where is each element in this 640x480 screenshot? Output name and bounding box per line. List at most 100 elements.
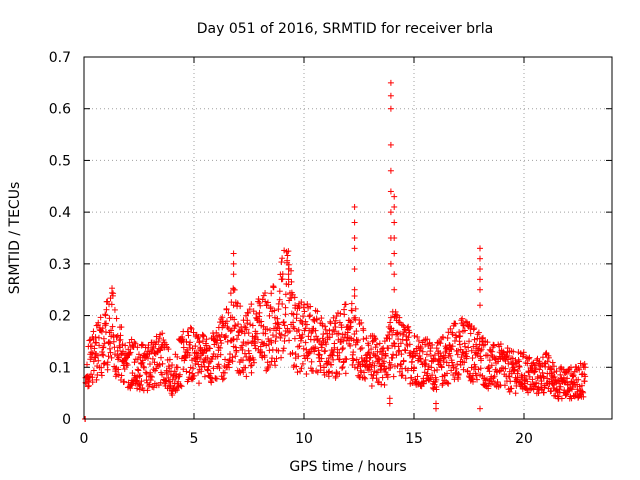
data-point <box>580 393 587 400</box>
data-point <box>90 328 97 335</box>
data-point <box>453 365 460 372</box>
data-point <box>217 344 224 351</box>
data-point <box>426 376 433 383</box>
data-point <box>420 380 427 387</box>
data-point <box>134 344 141 351</box>
data-point <box>486 357 493 364</box>
data-point <box>391 219 398 226</box>
data-point <box>237 303 244 310</box>
data-point <box>271 307 278 314</box>
data-point <box>551 373 558 380</box>
data-point <box>351 286 358 293</box>
data-point <box>239 357 246 364</box>
data-point <box>423 351 430 358</box>
data-point <box>305 350 312 357</box>
data-point <box>376 340 383 347</box>
data-point <box>247 362 254 369</box>
data-point <box>272 362 279 369</box>
data-point <box>217 337 224 344</box>
data-point <box>103 320 110 327</box>
data-point <box>351 293 358 300</box>
data-point <box>224 338 231 345</box>
data-point <box>484 352 491 359</box>
data-point <box>434 366 441 373</box>
data-point <box>447 352 454 359</box>
data-point <box>350 357 357 364</box>
data-point <box>354 337 361 344</box>
data-point <box>294 343 301 350</box>
data-point <box>244 317 251 324</box>
data-point <box>299 360 306 367</box>
data-point <box>414 333 421 340</box>
data-point <box>121 378 128 385</box>
data-point <box>343 356 350 363</box>
data-point <box>395 336 402 343</box>
data-point <box>340 359 347 366</box>
data-point <box>114 347 121 354</box>
data-point <box>100 344 107 351</box>
data-point <box>354 365 361 372</box>
data-point <box>174 353 181 360</box>
data-point <box>501 382 508 389</box>
data-point <box>305 333 312 340</box>
data-point <box>204 366 211 373</box>
data-point <box>557 371 564 378</box>
data-point <box>157 379 164 386</box>
data-point <box>455 371 462 378</box>
data-point <box>473 376 480 383</box>
data-point <box>180 366 187 373</box>
data-point <box>327 318 334 325</box>
data-point <box>195 380 202 387</box>
data-point <box>233 336 240 343</box>
data-point <box>516 363 523 370</box>
data-point <box>418 345 425 352</box>
y-tick-label: 0.4 <box>49 205 71 221</box>
data-point <box>100 335 107 342</box>
data-point <box>336 370 343 377</box>
data-point <box>457 333 464 340</box>
data-point <box>88 371 95 378</box>
data-point <box>159 360 166 367</box>
data-point <box>347 342 354 349</box>
data-point <box>195 369 202 376</box>
data-point <box>386 335 393 342</box>
data-point <box>433 405 439 412</box>
data-point <box>517 350 524 357</box>
data-point <box>143 351 150 358</box>
data-point <box>395 319 402 326</box>
data-point <box>132 340 139 347</box>
data-point <box>541 360 548 367</box>
data-point <box>408 374 415 381</box>
data-point <box>532 380 539 387</box>
data-point <box>90 367 97 374</box>
data-point <box>291 325 298 332</box>
data-point <box>299 331 306 338</box>
data-point <box>544 358 551 365</box>
data-point <box>293 363 300 370</box>
data-point <box>197 347 204 354</box>
data-point <box>189 376 196 383</box>
data-point <box>477 255 483 262</box>
data-point <box>336 349 343 356</box>
data-point <box>424 366 431 373</box>
data-point <box>463 348 470 355</box>
data-point <box>321 364 328 371</box>
data-point <box>433 400 439 407</box>
data-point <box>280 319 287 326</box>
data-point <box>387 364 394 371</box>
data-point <box>477 266 483 273</box>
data-point <box>332 324 339 331</box>
data-point <box>387 167 394 174</box>
data-point <box>197 356 204 363</box>
data-point <box>508 385 515 392</box>
data-point <box>360 327 367 334</box>
data-point <box>531 368 538 375</box>
data-point <box>252 340 259 347</box>
data-point <box>391 235 398 241</box>
data-point <box>188 325 195 332</box>
data-point <box>362 375 369 382</box>
data-point <box>117 332 124 339</box>
data-point <box>335 330 342 337</box>
data-point <box>339 365 346 372</box>
data-point <box>414 373 421 380</box>
